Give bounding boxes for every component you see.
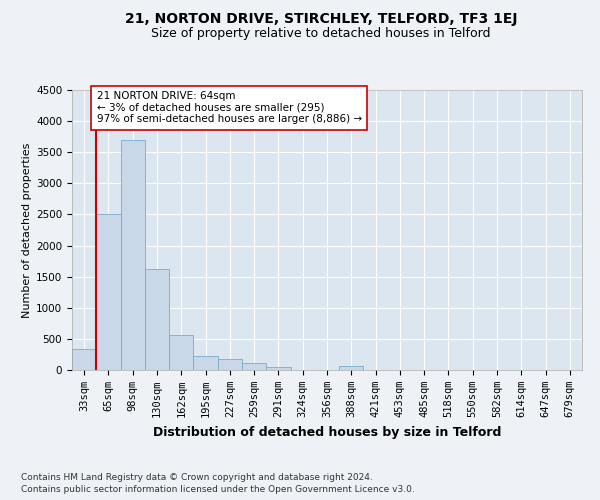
Bar [72, 350, 96, 370]
Text: Size of property relative to detached houses in Telford: Size of property relative to detached ho… [151, 28, 491, 40]
Bar [145, 269, 169, 370]
Bar [96, 214, 121, 370]
Bar [242, 363, 266, 370]
Y-axis label: Number of detached properties: Number of detached properties [22, 142, 32, 318]
Text: Contains HM Land Registry data © Crown copyright and database right 2024.: Contains HM Land Registry data © Crown c… [21, 472, 373, 482]
Bar [121, 140, 145, 370]
X-axis label: Distribution of detached houses by size in Telford: Distribution of detached houses by size … [153, 426, 501, 438]
Bar [218, 360, 242, 370]
Bar [339, 366, 364, 370]
Bar [193, 356, 218, 370]
Bar [169, 335, 193, 370]
Text: Contains public sector information licensed under the Open Government Licence v3: Contains public sector information licen… [21, 485, 415, 494]
Bar [266, 366, 290, 370]
Text: 21 NORTON DRIVE: 64sqm
← 3% of detached houses are smaller (295)
97% of semi-det: 21 NORTON DRIVE: 64sqm ← 3% of detached … [97, 91, 362, 124]
Text: 21, NORTON DRIVE, STIRCHLEY, TELFORD, TF3 1EJ: 21, NORTON DRIVE, STIRCHLEY, TELFORD, TF… [125, 12, 517, 26]
